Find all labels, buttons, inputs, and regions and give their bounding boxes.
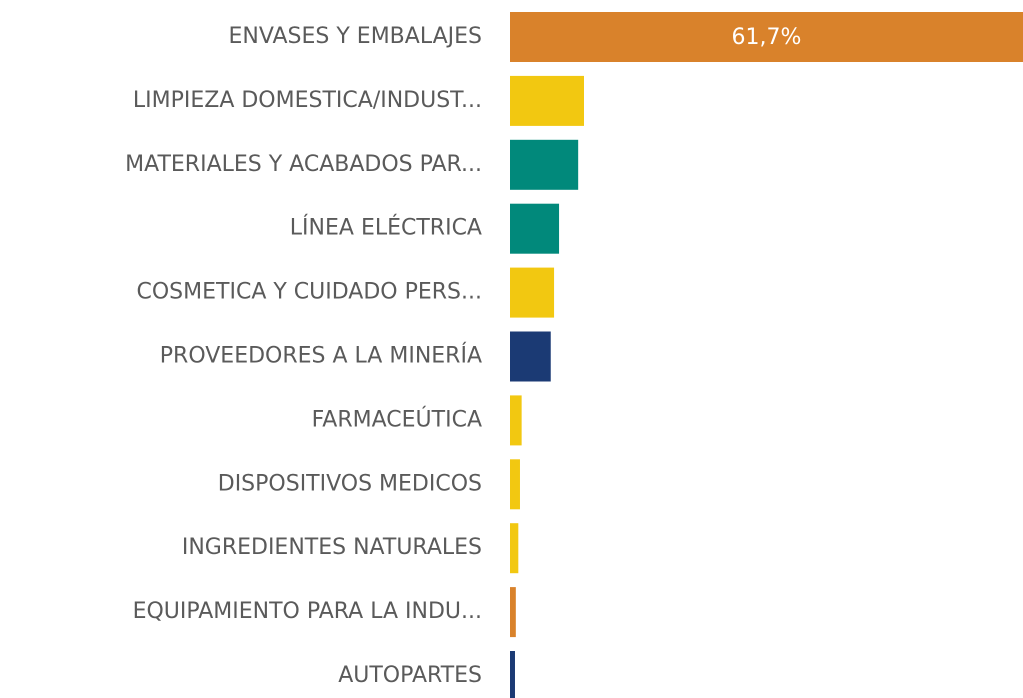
category-label: COSMETICA Y CUIDADO PERS... xyxy=(137,280,483,305)
category-label: FARMACEÚTICA xyxy=(312,406,482,432)
bar xyxy=(510,651,515,698)
category-label: LÍNEA ELÉCTRICA xyxy=(290,215,482,241)
bar xyxy=(510,459,520,510)
bar xyxy=(510,139,579,190)
data-label: 61,7% xyxy=(732,25,802,50)
category-label: LIMPIEZA DOMESTICA/INDUST... xyxy=(133,88,482,113)
bar xyxy=(510,75,584,126)
bar xyxy=(510,12,1023,62)
category-label: DISPOSITIVOS MEDICOS xyxy=(218,471,482,496)
category-label: PROVEEDORES A LA MINERÍA xyxy=(160,343,482,369)
bar xyxy=(510,523,519,574)
category-label: AUTOPARTES xyxy=(338,663,482,688)
bar xyxy=(510,267,555,318)
category-label: MATERIALES Y ACABADOS PAR... xyxy=(125,152,482,177)
category-label: EQUIPAMIENTO PARA LA INDU... xyxy=(133,599,482,624)
bar xyxy=(510,587,516,638)
category-label: ENVASES Y EMBALAJES xyxy=(229,24,483,49)
category-label: INGREDIENTES NATURALES xyxy=(182,535,482,560)
bar xyxy=(510,331,551,382)
bar xyxy=(510,395,522,446)
bar xyxy=(510,203,560,254)
